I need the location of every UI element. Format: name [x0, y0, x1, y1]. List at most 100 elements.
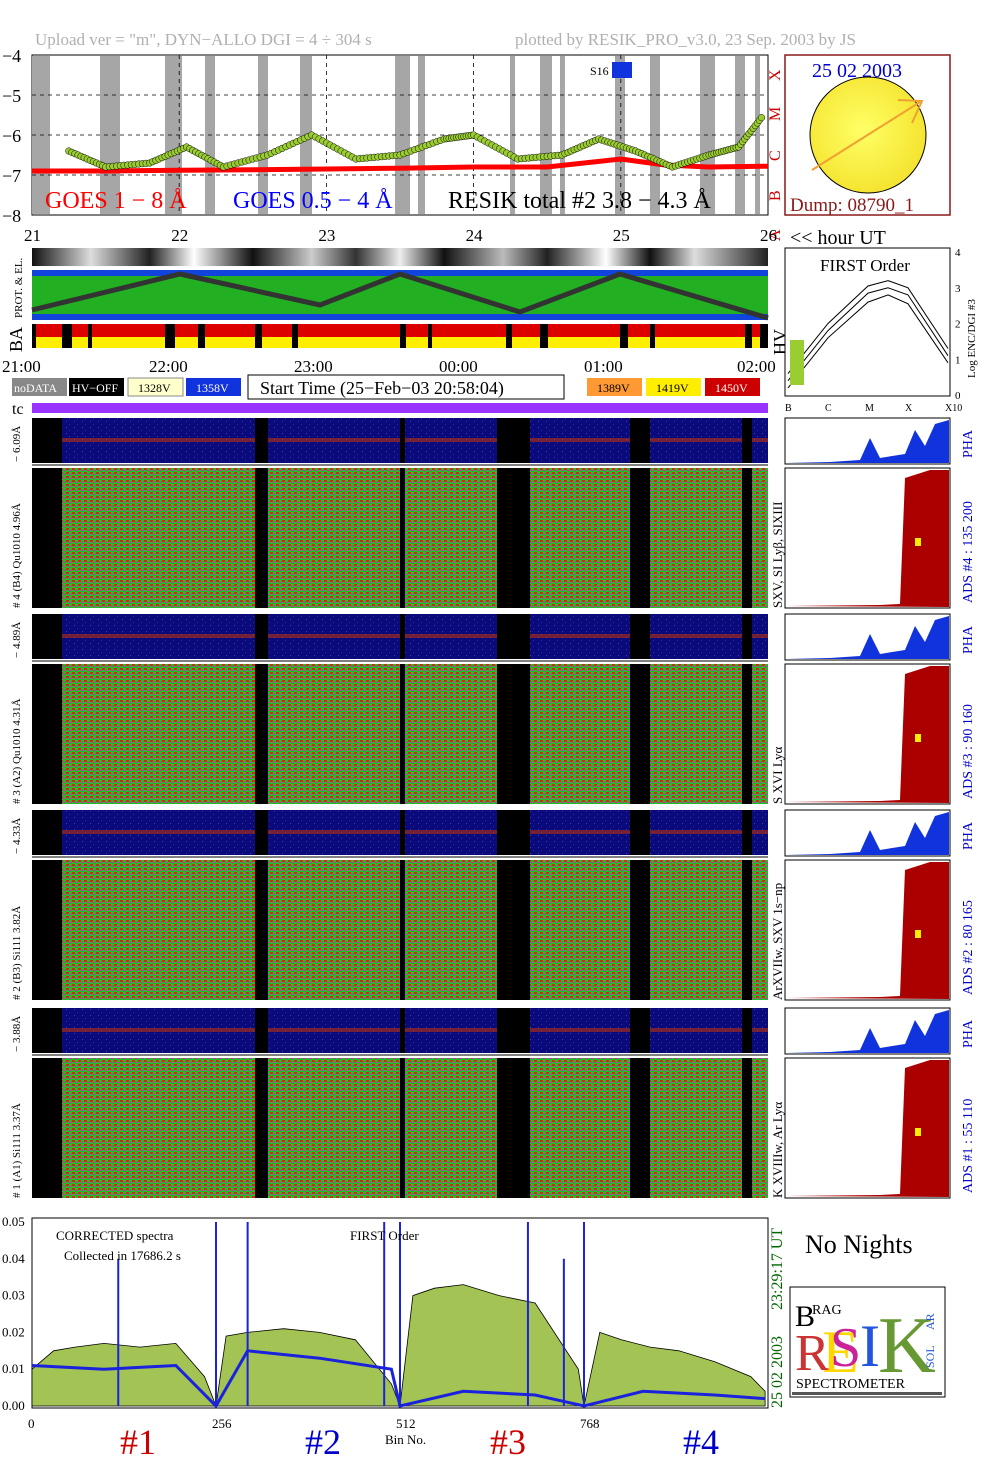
legend-hvoff-box [69, 378, 124, 396]
spectrum-side-time: 23:29:17 UT [769, 1228, 786, 1310]
goes-long-label: GOES 1 − 8 Å [45, 188, 187, 214]
legend-v2: 1358V [196, 381, 229, 395]
status-gap [428, 324, 432, 348]
blue-spectrum [31, 1349, 766, 1409]
pha-gap [497, 614, 530, 659]
spectrogram-gap [32, 468, 62, 608]
spectrogram-gap [400, 1058, 405, 1198]
channel-lines-label: SXV, SI Lyβ, SIXIII [770, 502, 785, 608]
tc-label: tc [12, 401, 24, 418]
logo-s: S [830, 1317, 861, 1379]
status-gap [292, 324, 298, 348]
start-time: Start Time (25−Feb−03 20:58:04) [260, 378, 504, 399]
time-label: 22:00 [149, 357, 188, 376]
legend-v5: 1450V [715, 381, 748, 395]
channel-label: # 1 (A1) Si111 3.37Å [11, 1103, 23, 1198]
upload-version-text: Upload ver = "m", DYN−ALLO DGI = 4 ÷ 304… [35, 30, 372, 49]
night-bar [418, 56, 425, 214]
first-order-x-tick: C [825, 403, 832, 414]
pha-label: PHA [961, 625, 976, 654]
ads-label: ADS #4 : 135 200 [961, 501, 976, 603]
first-order-x-ticks: B C M X X10 [785, 403, 962, 414]
logo-frame [789, 1286, 946, 1398]
ads-histogram [786, 666, 949, 803]
first-order-frame [784, 247, 951, 397]
spectrum-first-order: FIRST Order [350, 1228, 419, 1243]
goes-y-tick: −4 [2, 46, 21, 66]
goes-class-letter: X [767, 69, 784, 81]
status-gap [62, 324, 72, 348]
spectrum-y-tick: 0.03 [2, 1288, 25, 1303]
pha-histogram [786, 420, 949, 463]
spectrum-y-tick: 0.04 [2, 1251, 25, 1266]
section-label: #3 [490, 1422, 526, 1462]
logo-e: E [822, 1319, 859, 1385]
spectrogram-gap [630, 468, 650, 608]
arrow-head-icon [897, 99, 924, 124]
hour-axis: 21 22 23 24 25 26 [24, 226, 777, 245]
legend-v5-box [705, 378, 760, 396]
prot-label: PROT. & EL. [13, 257, 25, 318]
status-panel: PROT. & EL. BA HV 21:00 22:00 23:00 00:00 01… [2, 248, 790, 376]
time-labels: 21:00 22:00 23:00 00:00 01:00 02:00 [2, 357, 776, 376]
first-order-curves [787, 280, 949, 389]
no-nights: No Nights [805, 1230, 913, 1259]
legend-v2-box [186, 378, 241, 396]
pha-gap [400, 810, 405, 855]
ads-label: ADS #3 : 90 160 [961, 704, 976, 799]
spectrogram-gap [497, 468, 530, 608]
spectrogram-gap [32, 664, 62, 804]
channel-panels: − 6.09Å # 4 (B4) Qu1010 4.96Å SXV, SI Lyβ,… [11, 417, 976, 1199]
channel-label: # 4 (B4) Qu1010 4.96Å [11, 503, 23, 608]
ba-label: BA [6, 327, 26, 352]
spectrum-side-date: 25 02 2003 [769, 1336, 786, 1408]
plotted-by-text: plotted by RESIK_PRO_v3.0, 23 Sep. 2003 … [515, 30, 856, 49]
logo-spectrometer: SPECTROMETER [796, 1377, 906, 1392]
legend-nodata: noDATA [14, 381, 57, 395]
spectrogram-gap [742, 1058, 752, 1198]
night-bar [755, 56, 760, 214]
spectrogram-gap [630, 860, 650, 1000]
legend-nodata-box [12, 378, 67, 396]
hour-tick-label: 22 [171, 226, 188, 245]
time-label: 00:00 [439, 357, 478, 376]
status-gap [540, 324, 548, 348]
logo-k: K [878, 1302, 936, 1390]
time-label: 21:00 [2, 357, 41, 376]
section-labels: #1 #2 #3 #4 [120, 1422, 719, 1462]
spectrum-y-tick: 0.05 [2, 1214, 25, 1229]
first-order-curve [787, 287, 949, 382]
spectrogram-gap [400, 468, 405, 608]
start-time-box [247, 374, 565, 400]
pha-gap [255, 614, 268, 659]
legend-v4-box [646, 378, 701, 396]
pha-gap [32, 418, 62, 463]
pha-gap [742, 1008, 752, 1053]
legend-v4: 1419V [656, 381, 689, 395]
logo-r: R [795, 1325, 830, 1382]
spectrogram-gap [630, 664, 650, 804]
goes-y-tick: −8 [2, 206, 21, 226]
pha-gap [400, 418, 405, 463]
first-order-x-tick: M [865, 403, 874, 414]
spectrogram-gap [255, 860, 268, 1000]
ads-histogram [786, 470, 949, 607]
spectrogram-gap [497, 860, 530, 1000]
spectrogram-gap [742, 860, 752, 1000]
goes-panel: −4 −5 −6 −7 −8 X M C B A S16 GOES 1 − 8 Å GOES 0… [2, 46, 784, 241]
ads-marker [915, 1128, 921, 1136]
legend-row: noDATA HV−OFF 1328V 1358V Start Time (25… [12, 374, 768, 418]
spectrogram-gap [255, 468, 268, 608]
resik-logo: B RAG R E S I K SOL AR SPECTROMETER [789, 1286, 946, 1398]
night-bar [650, 56, 660, 214]
logo-fine-print [792, 1392, 942, 1395]
logo-sol: SOL [923, 1345, 937, 1368]
goes-class-letter: C [767, 150, 784, 161]
goes-short-label: GOES 0.5 − 4 Å [233, 188, 393, 214]
flag-label: S16 [590, 64, 609, 78]
goes-y-tick: −7 [2, 166, 21, 186]
pha-wavelength-label: − 6.09Å [11, 426, 23, 462]
spectrum-x-ticks: 0 256 512 768 [28, 1416, 600, 1431]
ads-label: ADS #2 : 80 165 [961, 900, 976, 995]
legend-hvoff: HV−OFF [72, 381, 118, 395]
